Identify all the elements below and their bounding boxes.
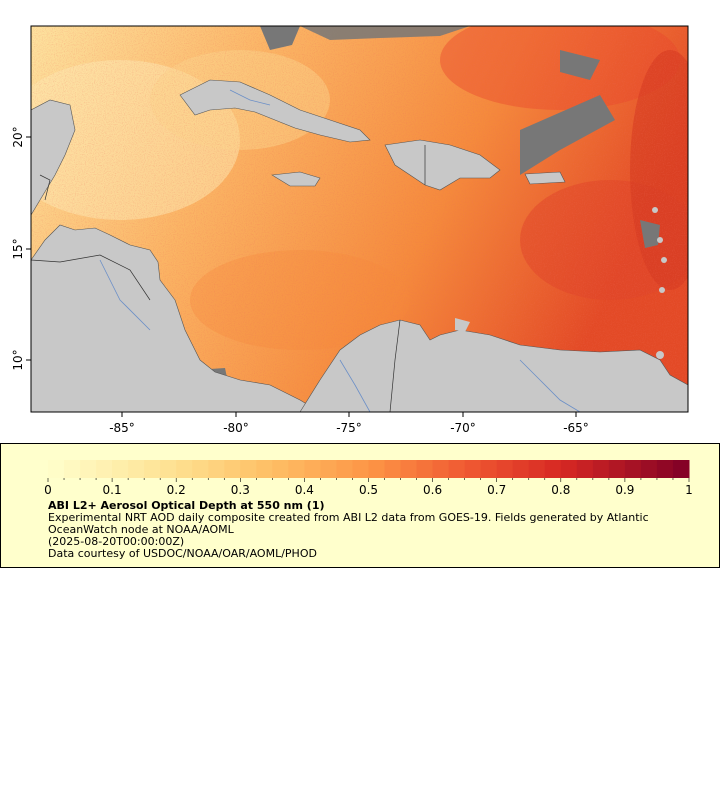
colorbar-swatch	[304, 460, 321, 478]
longitude-axis: -85° -80° -75° -70° -65°	[109, 412, 589, 435]
cloud-mask	[560, 50, 600, 80]
colorbar: 0 0.1 0.2 0.3 0.4 0.5 0.6 0.7 0.8 0.9 1	[44, 460, 693, 497]
colorbar-tick-label: 0.5	[359, 483, 378, 497]
colorbar-tick-label: 0.6	[423, 483, 442, 497]
colorbar-swatch	[112, 460, 129, 478]
colorbar-tick-label: 1	[685, 483, 693, 497]
country-border	[31, 254, 151, 301]
river	[519, 359, 581, 412]
legend-title: ABI L2+ Aerosol Optical Depth at 550 nm …	[48, 499, 325, 512]
colorbar-tick-label: 0.3	[231, 483, 250, 497]
colorbar-swatch	[192, 460, 209, 478]
land-jamaica	[271, 171, 321, 187]
land-lesser-antilles	[661, 257, 667, 263]
colorbar-swatch	[592, 460, 610, 478]
land-lesser-antilles	[652, 207, 658, 213]
colorbar-tick-label: 0.1	[103, 483, 122, 497]
colorbar-swatch	[400, 460, 418, 478]
map-panel: -85° -80° -75° -70° -65° 20° 15° 10°	[11, 25, 689, 435]
land-cuba	[179, 79, 371, 143]
lat-tick-label: 20°	[11, 126, 25, 147]
colorbar-swatch	[640, 460, 658, 478]
lon-tick-label: -85°	[109, 421, 135, 435]
colorbar-swatch	[512, 460, 530, 478]
colorbar-swatch	[96, 460, 113, 478]
cloud-mask	[260, 26, 300, 50]
colorbar-swatch	[224, 460, 241, 478]
lon-tick-label: -75°	[336, 421, 362, 435]
colorbar-tick-label: 0.4	[295, 483, 314, 497]
colorbar-swatch	[672, 460, 690, 478]
map-frame	[30, 25, 689, 413]
colorbar-swatch	[80, 460, 97, 478]
colorbar-swatch	[272, 460, 289, 478]
aod-map: -85° -80° -75° -70° -65° 20° 15° 10°	[11, 25, 689, 435]
colorbar-swatch	[128, 460, 145, 478]
land-yucatan-peninsula	[31, 99, 76, 216]
colorbar-tick-label: 0.7	[487, 483, 506, 497]
colorbar-swatch	[544, 460, 562, 478]
colorbar-swatch	[48, 460, 65, 478]
colorbar-swatch	[176, 460, 193, 478]
colorbar-swatch	[384, 460, 402, 478]
colorbar-swatch	[336, 460, 353, 478]
colorbar-swatch	[144, 460, 161, 478]
legend-date: (2025-08-20T00:00:00Z)	[48, 535, 185, 548]
colorbar-swatch	[656, 460, 674, 478]
colorbar-swatch	[528, 460, 546, 478]
colorbar-swatch	[368, 460, 386, 478]
river	[339, 359, 371, 412]
river	[229, 89, 271, 106]
colorbar-tick-label: 0.8	[551, 483, 570, 497]
cloud-mask	[520, 95, 615, 175]
country-border	[39, 174, 51, 201]
colorbar-swatch	[480, 460, 498, 478]
land-lesser-antilles	[657, 237, 663, 243]
country-border	[389, 319, 401, 412]
lat-tick-label: 10°	[11, 349, 25, 370]
latitude-axis: 20° 15° 10°	[11, 126, 31, 371]
colorbar-swatch	[416, 460, 434, 478]
colorbar-tick-label: 0.2	[167, 483, 186, 497]
land-paraguana	[455, 318, 470, 332]
colorbar-swatch	[608, 460, 626, 478]
colorbar-swatch	[320, 460, 337, 478]
river	[99, 259, 151, 331]
colorbar-swatch	[64, 460, 81, 478]
colorbar-swatch	[560, 460, 578, 478]
lat-tick-label: 15°	[11, 238, 25, 259]
colorbar-swatch	[160, 460, 177, 478]
legend-description: Experimental NRT AOD daily composite cre…	[48, 511, 649, 536]
land-hispaniola	[384, 139, 501, 191]
colorbar-swatch	[432, 460, 450, 478]
colorbar-swatch	[624, 460, 642, 478]
colorbar-swatch	[576, 460, 594, 478]
lon-tick-label: -80°	[223, 421, 249, 435]
lon-tick-label: -70°	[450, 421, 476, 435]
cloud-mask	[300, 26, 470, 40]
colorbar-swatch	[352, 460, 369, 478]
colorbar-swatch	[256, 460, 273, 478]
land-lesser-antilles	[659, 287, 665, 293]
land-mexico-yucatan	[31, 26, 321, 412]
colorbar-tick-label: 0.9	[615, 483, 634, 497]
cloud-mask	[640, 220, 660, 248]
colorbar-swatch	[496, 460, 514, 478]
land-lesser-antilles	[656, 351, 664, 359]
legend-credit: Data courtesy of USDOC/NOAA/OAR/AOML/PHO…	[48, 547, 317, 560]
colorbar-swatch	[240, 460, 257, 478]
land-puerto-rico	[524, 171, 566, 185]
colorbar-tick-label: 0	[44, 483, 52, 497]
colorbar-swatch	[464, 460, 482, 478]
lon-tick-label: -65°	[563, 421, 589, 435]
colorbar-swatch	[288, 460, 305, 478]
colorbar-swatch	[448, 460, 466, 478]
legend-panel: 0 0.1 0.2 0.3 0.4 0.5 0.6 0.7 0.8 0.9 1 ABI L2+ Ae…	[0, 443, 720, 568]
colorbar-swatch	[208, 460, 225, 478]
